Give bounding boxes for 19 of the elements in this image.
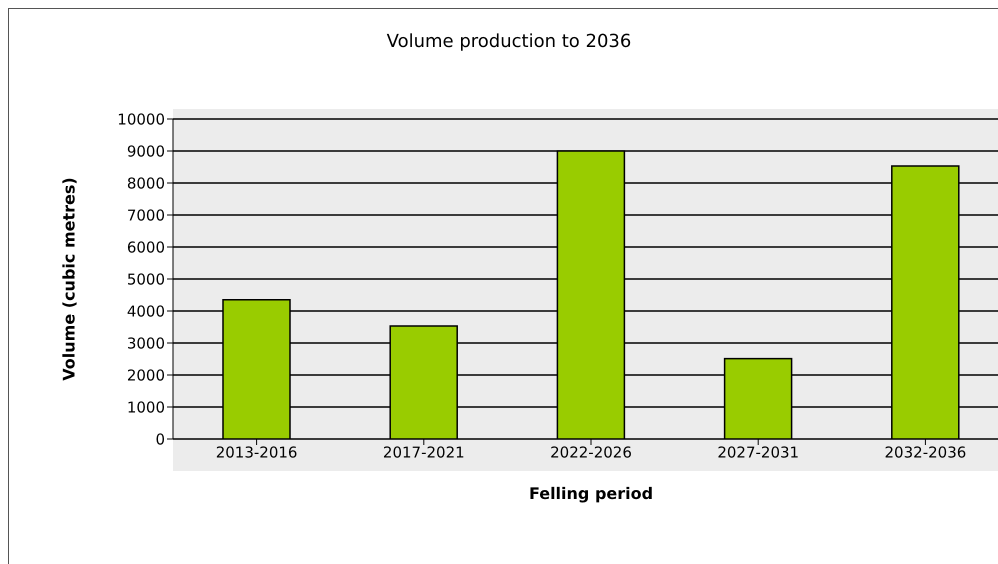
y-tick-label: 1000 — [126, 398, 165, 416]
chart-title: Volume production to 2036 — [386, 31, 632, 52]
x-tick-label: 2022-2026 — [550, 444, 632, 462]
x-tick-label: 2017-2021 — [382, 444, 465, 462]
y-tick-label: 2000 — [126, 366, 165, 384]
y-axis-title: Volume (cubic metres) — [60, 177, 79, 381]
y-tick-label: 5000 — [126, 270, 165, 288]
y-tick-label: 7000 — [126, 206, 165, 224]
y-tick-label: 3000 — [126, 334, 165, 352]
y-tick-label: 4000 — [126, 302, 165, 320]
x-tick-label: 2013-2016 — [216, 444, 298, 462]
x-tick-label: 2032-2036 — [884, 444, 966, 462]
x-tick-label: 2027-2031 — [717, 444, 800, 462]
x-axis-title: Felling period — [528, 484, 654, 503]
y-tick-label: 6000 — [126, 238, 165, 256]
y-tick-label: 0 — [155, 430, 165, 448]
y-tick-label: 8000 — [126, 174, 165, 192]
y-tick-label: 10000 — [117, 110, 165, 128]
y-tick-label: 9000 — [126, 142, 165, 160]
